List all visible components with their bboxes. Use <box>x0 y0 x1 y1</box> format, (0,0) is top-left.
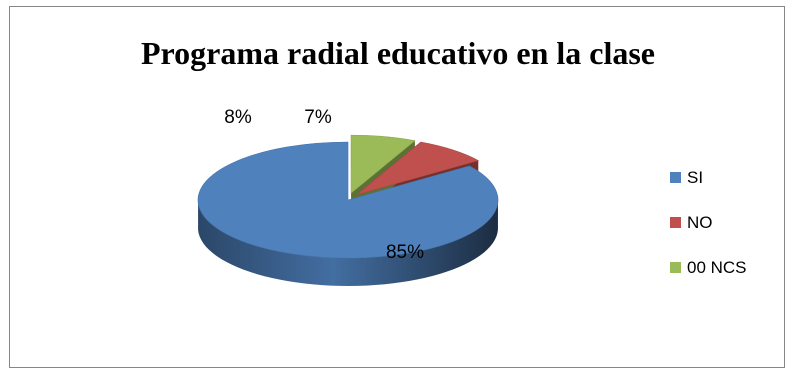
legend-swatch-no <box>670 217 681 228</box>
legend-label-si: SI <box>687 167 704 187</box>
legend-item-ncs: 00 NCS <box>670 255 747 280</box>
pie-slice-side <box>198 201 498 286</box>
data-label-00-ncs: 7% <box>304 107 332 128</box>
chart-frame: Programa radial educativo en la clase <box>9 6 785 368</box>
legend-swatch-si <box>670 172 681 183</box>
legend-swatch-ncs <box>670 262 681 273</box>
pie-slice-00-ncs <box>350 134 416 194</box>
chart-title: Programa radial educativo en la clase <box>141 35 655 71</box>
data-label-si: 85% <box>386 242 424 263</box>
legend-label-no: NO <box>687 212 713 232</box>
data-label-no: 8% <box>224 107 252 128</box>
pie-slice-no <box>356 141 480 195</box>
legend-item-si: SI <box>670 165 747 190</box>
legend-item-no: NO <box>670 210 747 235</box>
chart-legend: SI NO 00 NCS <box>670 165 747 300</box>
legend-label-ncs: 00 NCS <box>687 257 747 277</box>
pie-slice-si <box>197 141 499 259</box>
